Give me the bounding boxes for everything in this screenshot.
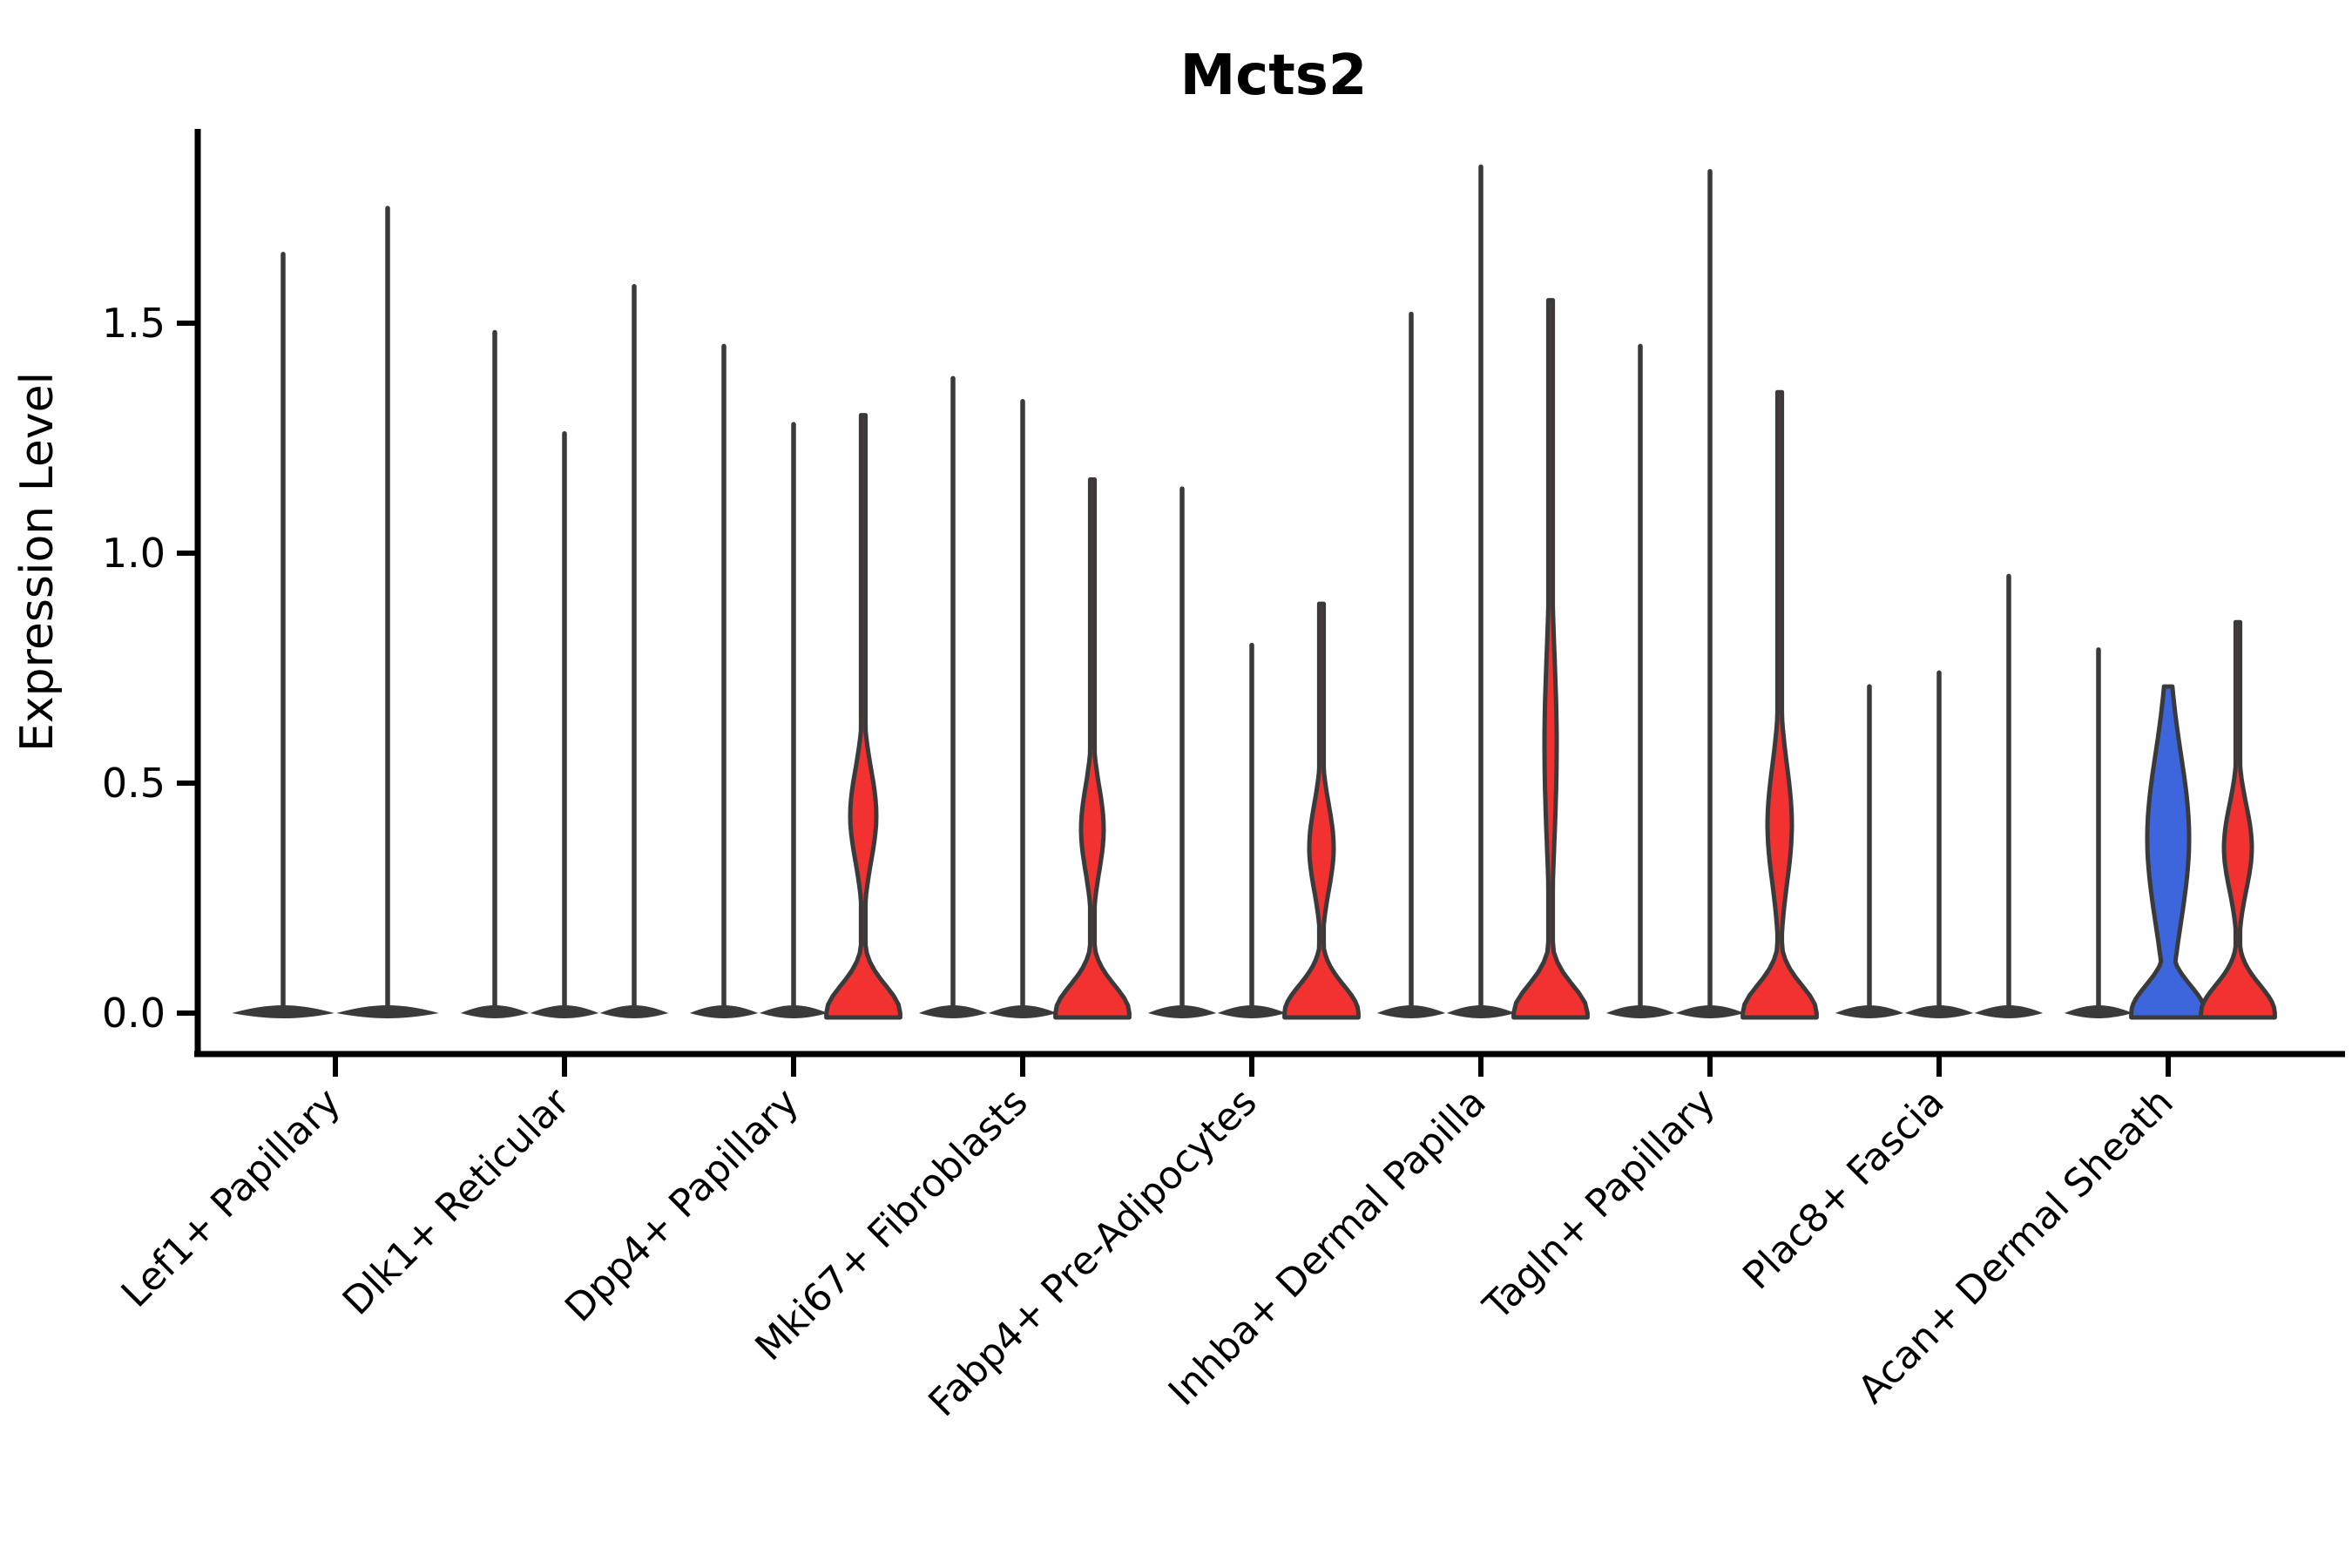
violin-red xyxy=(2199,619,2277,1020)
chart-title: Mcts2 xyxy=(1180,44,1368,108)
x-category-label: Dpp4+ Papillary xyxy=(557,1080,808,1331)
x-category-label: Plac8+ Fascia xyxy=(1734,1080,1953,1299)
y-tick-label: 0.5 xyxy=(102,760,166,807)
x-category-label: Tagln+ Papillary xyxy=(1475,1080,1724,1329)
violin-red xyxy=(1511,298,1590,1020)
violin-red xyxy=(1740,389,1819,1020)
y-tick-label: 1.5 xyxy=(102,300,166,347)
y-tick-label: 0.0 xyxy=(102,990,166,1037)
violin-red xyxy=(1053,477,1132,1020)
violin-blue xyxy=(2129,684,2207,1020)
x-category-label: Lef1+ Papillary xyxy=(113,1080,349,1316)
violin-red xyxy=(1282,601,1361,1020)
y-tick-label: 1.0 xyxy=(102,530,166,577)
y-axis-label: Expression Level xyxy=(11,372,64,752)
x-category-label: Dlk1+ Reticular xyxy=(335,1079,579,1324)
violin-red xyxy=(824,413,902,1020)
